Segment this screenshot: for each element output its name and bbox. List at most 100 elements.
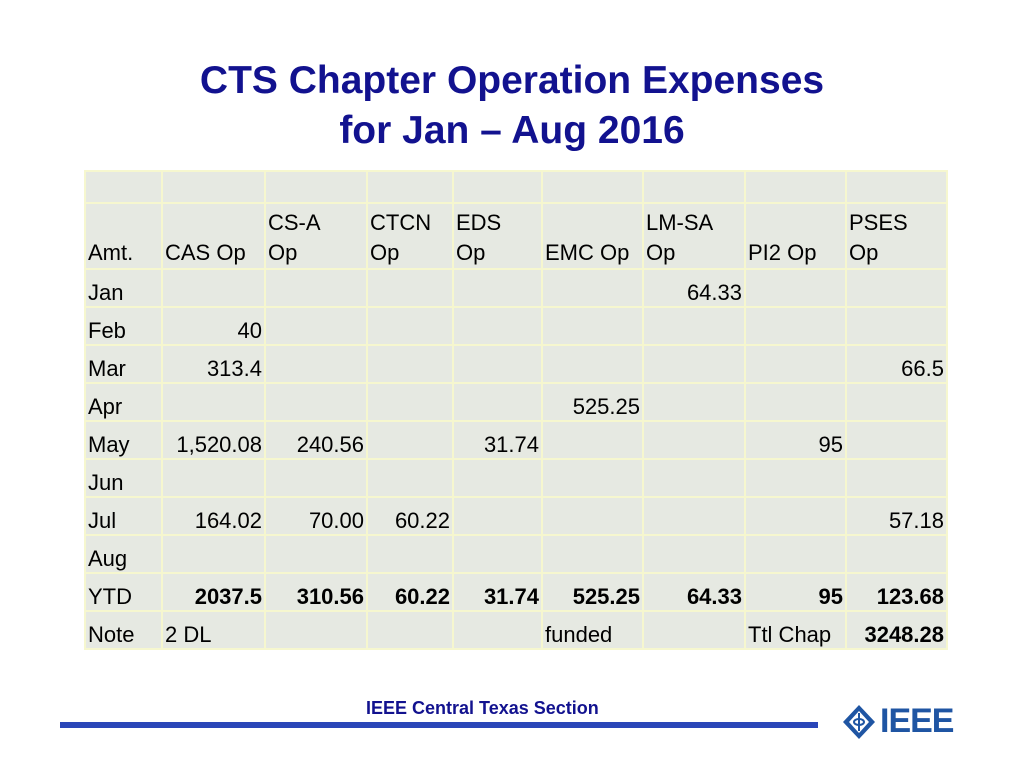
header-cell: Amt. xyxy=(84,202,163,270)
value-cell xyxy=(744,306,847,346)
value-cell xyxy=(541,268,644,308)
value-cell xyxy=(366,306,454,346)
value-cell xyxy=(845,268,948,308)
value-cell xyxy=(642,306,746,346)
ieee-logo-text: IEEE xyxy=(880,702,954,740)
value-cell xyxy=(744,458,847,498)
month-rows: Jan 64.33 Feb 40 Mar 313.4 66.5 Apr 525.25 May 1,5… xyxy=(84,268,948,574)
value-cell: 31.74 xyxy=(452,420,543,460)
value-cell xyxy=(452,382,543,422)
table-row: Jul 164.02 70.00 60.22 57.18 xyxy=(84,496,948,536)
footer-section-name: IEEE Central Texas Section xyxy=(366,698,599,718)
note-cell: 2 DL xyxy=(161,610,266,650)
ytd-cell: 525.25 xyxy=(541,572,644,612)
value-cell xyxy=(161,268,266,308)
ieee-diamond-icon xyxy=(843,704,875,739)
header-cell: CS-A Op xyxy=(264,202,368,270)
value-cell: 313.4 xyxy=(161,344,266,384)
value-cell xyxy=(541,534,644,574)
footer-divider xyxy=(60,722,818,728)
value-cell xyxy=(452,458,543,498)
slide-title: CTS Chapter Operation Expenses for Jan –… xyxy=(0,56,1024,156)
value-cell xyxy=(744,344,847,384)
table-row: Jan 64.33 xyxy=(84,268,948,308)
table-row: Aug xyxy=(84,534,948,574)
row-label: Feb xyxy=(84,306,163,346)
value-cell xyxy=(366,420,454,460)
row-label: Apr xyxy=(84,382,163,422)
value-cell xyxy=(744,268,847,308)
row-label: Jan xyxy=(84,268,163,308)
value-cell xyxy=(845,306,948,346)
value-cell xyxy=(161,534,266,574)
value-cell: 60.22 xyxy=(366,496,454,536)
header-cell: EMC Op xyxy=(541,202,644,270)
value-cell: 1,520.08 xyxy=(161,420,266,460)
value-cell xyxy=(452,534,543,574)
value-cell xyxy=(366,534,454,574)
value-cell xyxy=(264,344,368,384)
value-cell xyxy=(366,458,454,498)
value-cell xyxy=(366,268,454,308)
note-cell xyxy=(264,610,368,650)
value-cell xyxy=(642,382,746,422)
value-cell xyxy=(264,534,368,574)
header-cell: CAS Op xyxy=(161,202,266,270)
value-cell xyxy=(845,534,948,574)
header-cell: PI2 Op xyxy=(744,202,847,270)
value-cell: 525.25 xyxy=(541,382,644,422)
value-cell xyxy=(366,382,454,422)
value-cell xyxy=(366,344,454,384)
value-cell xyxy=(744,496,847,536)
row-label: YTD xyxy=(84,572,163,612)
note-cell xyxy=(366,610,454,650)
table-row: Feb 40 xyxy=(84,306,948,346)
ytd-cell: 31.74 xyxy=(452,572,543,612)
header-row: Amt. CAS Op CS-A Op CTCN Op EDS Op EMC Op L… xyxy=(84,202,948,270)
row-label: Aug xyxy=(84,534,163,574)
value-cell xyxy=(264,306,368,346)
value-cell xyxy=(744,382,847,422)
value-cell xyxy=(845,458,948,498)
value-cell xyxy=(161,382,266,422)
value-cell xyxy=(845,420,948,460)
header-cell: PSES Op xyxy=(845,202,948,270)
value-cell: 240.56 xyxy=(264,420,368,460)
value-cell: 95 xyxy=(744,420,847,460)
row-label: May xyxy=(84,420,163,460)
value-cell xyxy=(161,458,266,498)
note-cell xyxy=(452,610,543,650)
table-row: May 1,520.08 240.56 31.74 95 xyxy=(84,420,948,460)
ytd-cell: 310.56 xyxy=(264,572,368,612)
value-cell xyxy=(264,268,368,308)
value-cell xyxy=(642,344,746,384)
value-cell xyxy=(452,496,543,536)
expenses-table: Amt. CAS Op CS-A Op CTCN Op EDS Op EMC Op L… xyxy=(84,170,948,650)
title-line-1: CTS Chapter Operation Expenses xyxy=(199,59,825,102)
value-cell xyxy=(264,458,368,498)
table-row: Apr 525.25 xyxy=(84,382,948,422)
ytd-cell: 60.22 xyxy=(366,572,454,612)
value-cell xyxy=(642,458,746,498)
value-cell xyxy=(744,534,847,574)
table-row: Mar 313.4 66.5 xyxy=(84,344,948,384)
ytd-cell: 123.68 xyxy=(845,572,948,612)
note-cell: funded xyxy=(541,610,644,650)
title-line-2: for Jan – Aug 2016 xyxy=(339,109,685,152)
value-cell xyxy=(541,496,644,536)
ieee-logo: IEEE xyxy=(842,702,954,741)
header-cell: LM-SA Op xyxy=(642,202,746,270)
value-cell xyxy=(845,382,948,422)
value-cell xyxy=(541,420,644,460)
row-label: Note xyxy=(84,610,163,650)
value-cell xyxy=(541,306,644,346)
value-cell xyxy=(452,268,543,308)
value-cell: 66.5 xyxy=(845,344,948,384)
ytd-cell: 2037.5 xyxy=(161,572,266,612)
ytd-cell: 64.33 xyxy=(642,572,746,612)
value-cell xyxy=(642,534,746,574)
note-cell xyxy=(642,610,746,650)
value-cell xyxy=(452,306,543,346)
value-cell: 40 xyxy=(161,306,266,346)
value-cell: 57.18 xyxy=(845,496,948,536)
